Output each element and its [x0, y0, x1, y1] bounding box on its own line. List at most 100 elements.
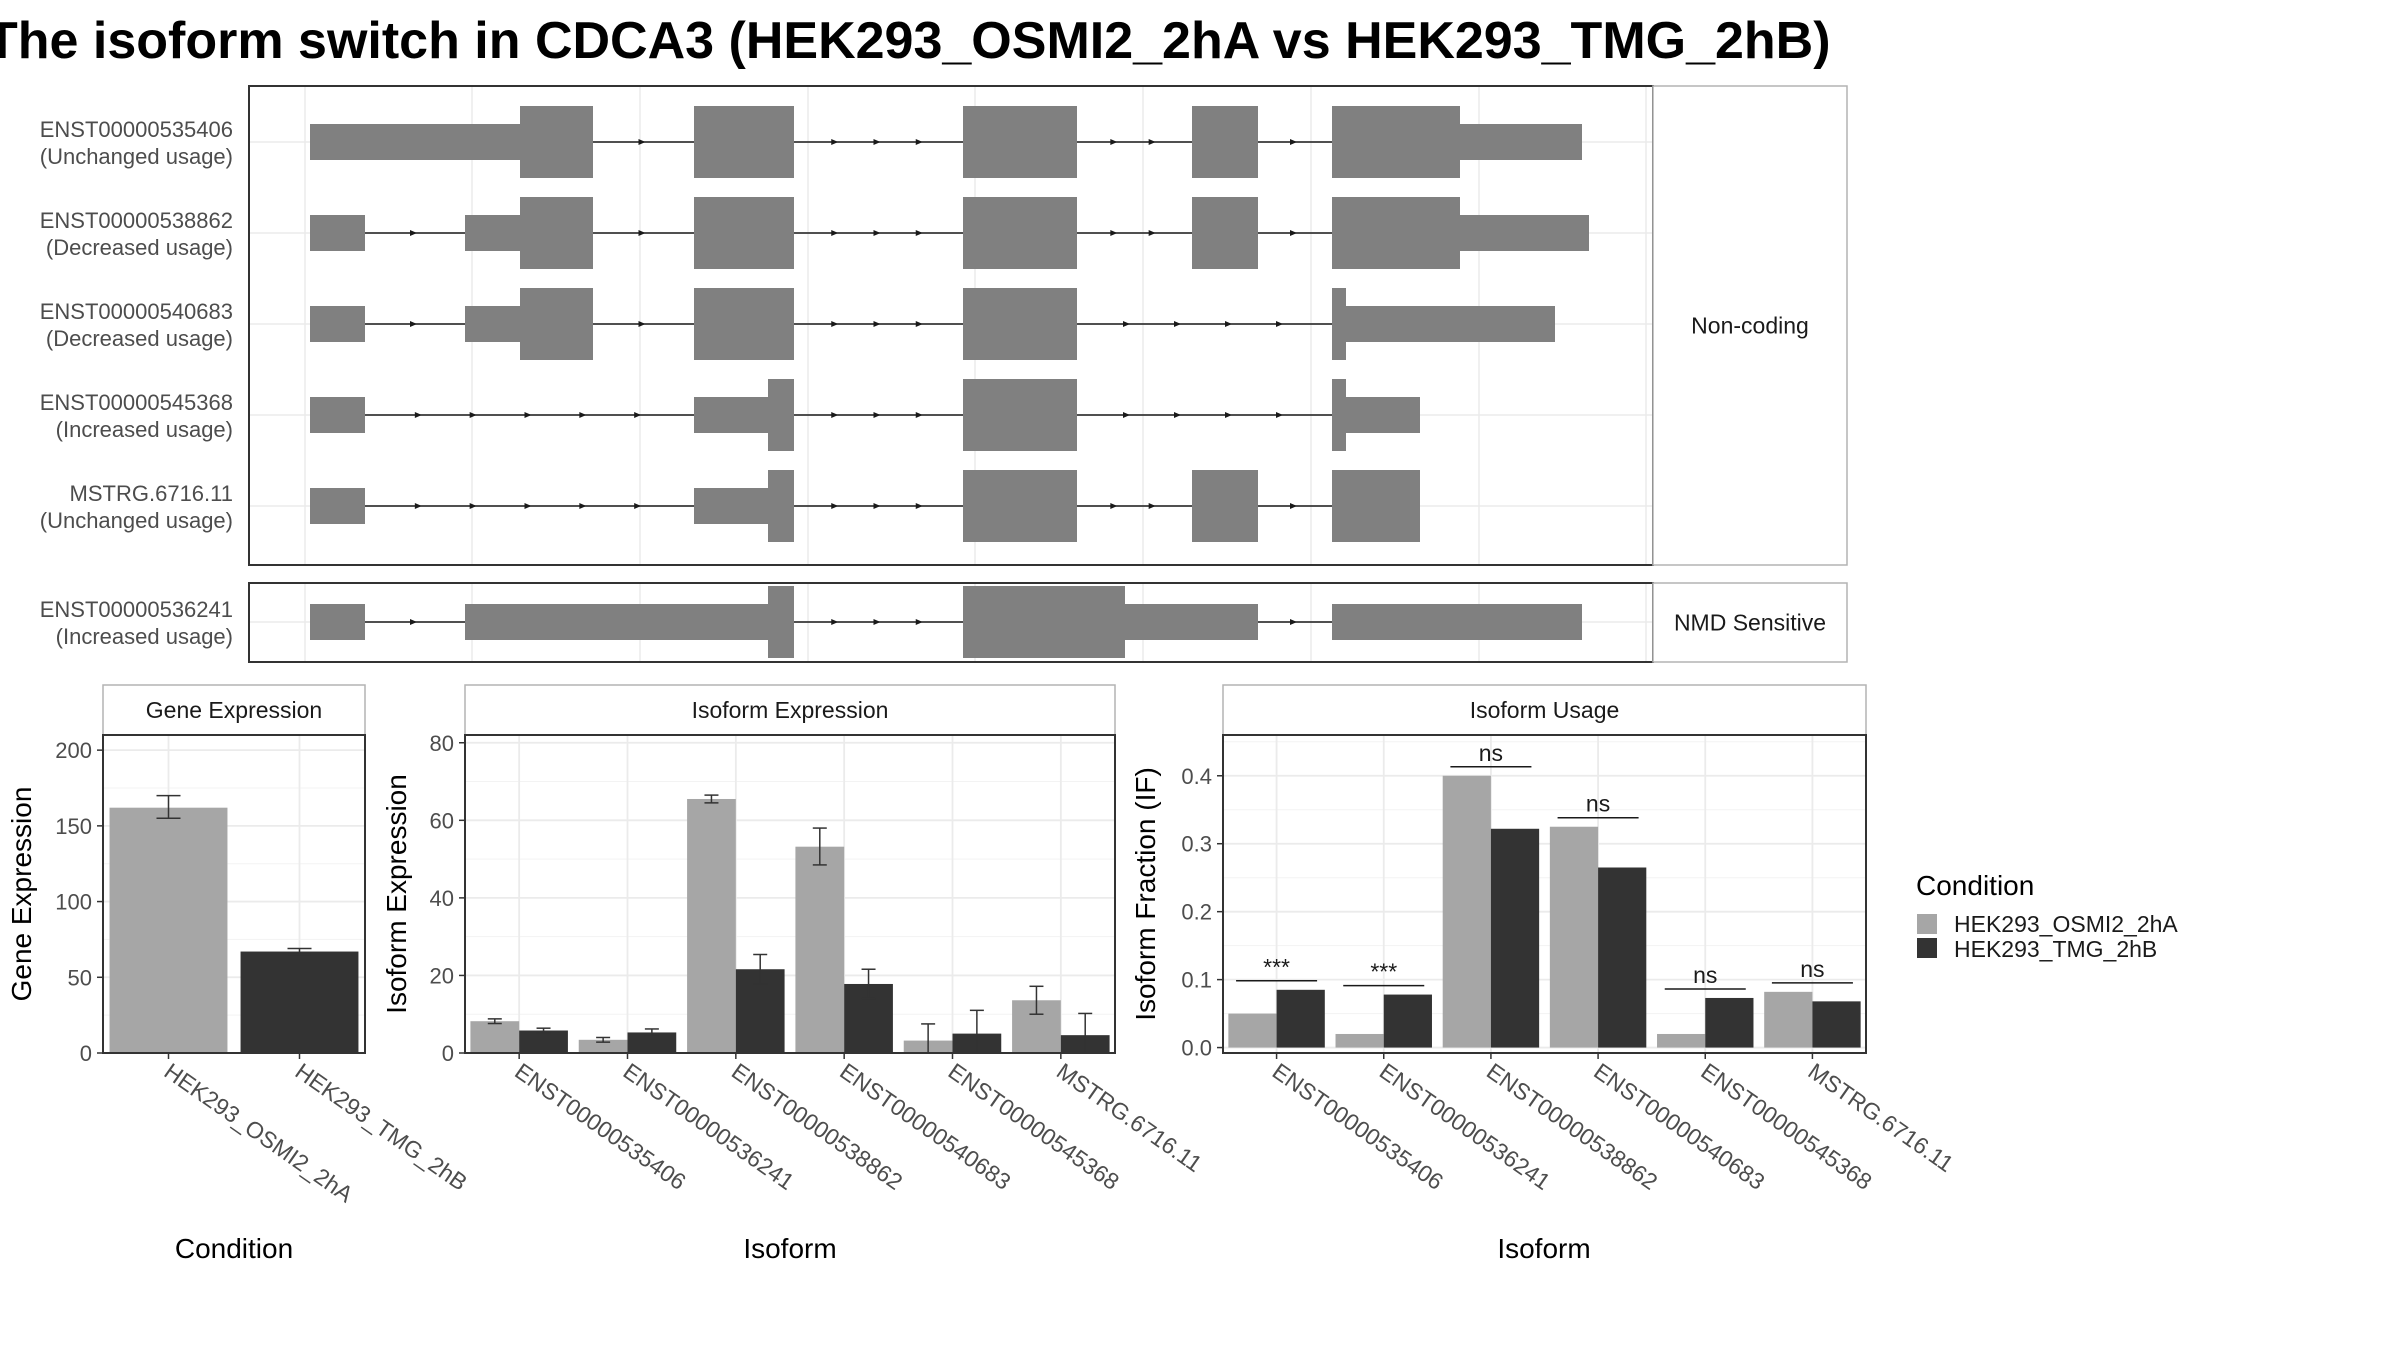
- y-tick-label: 0.2: [1181, 900, 1212, 925]
- transcript-ENST00000540683-exon: [310, 306, 365, 342]
- transcript-ENST00000538862-exon: [694, 197, 794, 269]
- isoform-id-label: ENST00000536241: [40, 597, 233, 622]
- transcript-ENST00000545368-intron-arrow: [1225, 412, 1232, 418]
- y-tick-label: 0: [442, 1041, 454, 1066]
- transcript-ENST00000538862-exon: [520, 197, 593, 269]
- isoform-usage-label: (Decreased usage): [46, 326, 233, 351]
- y-tick-label: 0.0: [1181, 1036, 1212, 1061]
- bar-HEK293_TMG_2hB: [240, 951, 359, 1053]
- panel-title: Isoform Usage: [1470, 697, 1620, 723]
- y-tick-label: 60: [430, 808, 454, 833]
- transcript-ENST00000540683-intron-arrow: [915, 321, 923, 327]
- bar-MSTRG.6716.11-HEK293_OSMI2_2hA: [1764, 991, 1813, 1048]
- transcript-ENST00000538862-intron-arrow: [410, 230, 417, 236]
- transcript-ENST00000535406-exon: [1332, 106, 1460, 178]
- transcript-ENST00000540683-exon: [465, 306, 520, 342]
- transcript-ENST00000538862-intron-arrow: [1110, 230, 1118, 236]
- bar-ENST00000535406-HEK293_OSMI2_2hA: [1228, 1013, 1277, 1048]
- y-axis-title: Gene Expression: [6, 787, 37, 1002]
- significance-label: ns: [1693, 962, 1717, 988]
- group-label-nmd: NMD Sensitive: [1674, 610, 1826, 636]
- transcript-ENST00000536241-intron-arrow: [410, 619, 417, 625]
- structure-row-label: MSTRG.6716.11 (Unchanged usage): [40, 481, 233, 533]
- transcript-ENST00000545368-exon: [963, 379, 1077, 451]
- transcript-ENST00000538862-intron-arrow: [915, 230, 923, 236]
- transcript-ENST00000540683-exon: [520, 288, 593, 360]
- transcript-ENST00000545368-intron-arrow: [1276, 412, 1283, 418]
- isoform-usage-label: (Increased usage): [56, 624, 233, 649]
- transcript-ENST00000536241-intron-arrow: [831, 619, 839, 625]
- transcript-MSTRG.6716.11-intron-arrow: [1110, 503, 1118, 509]
- transcript-MSTRG.6716.11-exon: [768, 470, 794, 542]
- plot-border: [1222, 734, 1867, 1054]
- transcript-ENST00000536241-intron-arrow: [873, 619, 881, 625]
- transcript-ENST00000535406-intron-arrow: [915, 139, 923, 145]
- transcript-ENST00000538862-intron-arrow: [1148, 230, 1156, 236]
- panel-title-strip: [464, 684, 1116, 736]
- transcript-ENST00000540683-intron-arrow: [1276, 321, 1283, 327]
- transcript-ENST00000535406-exon: [1192, 106, 1258, 178]
- transcript-ENST00000535406-exon: [520, 106, 593, 178]
- transcript-ENST00000538862-exon: [465, 215, 520, 251]
- transcript-ENST00000540683-intron-arrow: [1123, 321, 1130, 327]
- plot-background: [1223, 735, 1866, 1053]
- isoform-id-label: ENST00000538862: [40, 208, 233, 233]
- transcript-ENST00000540683-intron-arrow: [831, 321, 839, 327]
- isoform-usage-label: (Unchanged usage): [40, 508, 233, 533]
- bar-ENST00000536241-HEK293_OSMI2_2hA: [1335, 1033, 1384, 1048]
- transcript-ENST00000535406-intron-arrow: [1148, 139, 1156, 145]
- bar-ENST00000538862-HEK293_OSMI2_2hA: [687, 798, 736, 1053]
- bar-MSTRG.6716.11-HEK293_TMG_2hB: [1812, 1001, 1861, 1048]
- y-tick-label: 40: [430, 886, 454, 911]
- plot-border: [102, 734, 366, 1054]
- panel-title: Gene Expression: [146, 697, 322, 723]
- transcript-ENST00000536241-exon: [963, 586, 1125, 658]
- transcript-ENST00000536241-exon: [310, 604, 365, 640]
- significance-label: ***: [1263, 954, 1290, 980]
- plot-border: [464, 734, 1116, 1054]
- transcript-ENST00000545368-intron-arrow: [1174, 412, 1181, 418]
- y-tick-label: 80: [430, 731, 454, 756]
- transcript-ENST00000538862-exon: [1192, 197, 1258, 269]
- x-tick-label: ENST00000538862: [1482, 1058, 1662, 1195]
- y-tick-label: 50: [68, 965, 92, 990]
- bar-ENST00000535406-HEK293_TMG_2hB: [519, 1030, 568, 1053]
- panel-title-strip: [102, 684, 366, 736]
- transcript-structure-panel: ENST00000535406 (Unchanged usage) ENST0000…: [40, 85, 1848, 663]
- legend-title: Condition: [1916, 870, 2034, 901]
- transcript-ENST00000535406-intron-arrow: [873, 139, 881, 145]
- isoform-id-label: MSTRG.6716.11: [70, 481, 233, 506]
- transcript-MSTRG.6716.11-intron-arrow: [831, 503, 839, 509]
- transcript-ENST00000535406-exon: [1460, 124, 1582, 160]
- transcript-ENST00000540683-intron-arrow: [1225, 321, 1232, 327]
- transcript-ENST00000545368-intron-arrow: [414, 412, 422, 418]
- y-tick-label: 150: [55, 814, 92, 839]
- y-axis-title: Isoform Fraction (IF): [1130, 767, 1161, 1021]
- y-tick-label: 0.3: [1181, 832, 1212, 857]
- bar-ENST00000540683-HEK293_OSMI2_2hA: [1549, 826, 1599, 1048]
- transcript-ENST00000545368-exon: [694, 397, 768, 433]
- group-strip-nmd: [1652, 582, 1848, 663]
- isoform-usage-label: (Increased usage): [56, 417, 233, 442]
- transcript-ENST00000545368-intron-arrow: [579, 412, 587, 418]
- bar-ENST00000545368-HEK293_OSMI2_2hA: [1657, 1033, 1706, 1048]
- x-tick-label: ENST00000545368: [1696, 1058, 1876, 1195]
- legend-swatch-b: [1917, 938, 1937, 958]
- transcript-ENST00000535406-intron-arrow: [1110, 139, 1118, 145]
- bar-ENST00000536241-HEK293_TMG_2hB: [1383, 994, 1432, 1048]
- transcript-ENST00000540683-exon: [1346, 306, 1555, 342]
- transcript-MSTRG.6716.11-exon: [310, 488, 365, 524]
- plot-background: [465, 735, 1115, 1053]
- transcript-MSTRG.6716.11-exon: [963, 470, 1077, 542]
- bar-ENST00000536241-HEK293_OSMI2_2hA: [578, 1039, 628, 1053]
- bar-ENST00000538862-HEK293_TMG_2hB: [1490, 828, 1540, 1048]
- transcript-MSTRG.6716.11-intron-arrow: [1148, 503, 1156, 509]
- isoform-id-label: ENST00000535406: [40, 117, 233, 142]
- x-axis-title: Condition: [175, 1233, 293, 1264]
- transcript-ENST00000535406-intron-arrow: [1290, 139, 1297, 145]
- transcript-ENST00000535406-exon: [310, 124, 520, 160]
- transcript-MSTRG.6716.11-intron-arrow: [579, 503, 587, 509]
- y-tick-label: 0: [80, 1041, 92, 1066]
- transcript-ENST00000535406-intron-arrow: [831, 139, 839, 145]
